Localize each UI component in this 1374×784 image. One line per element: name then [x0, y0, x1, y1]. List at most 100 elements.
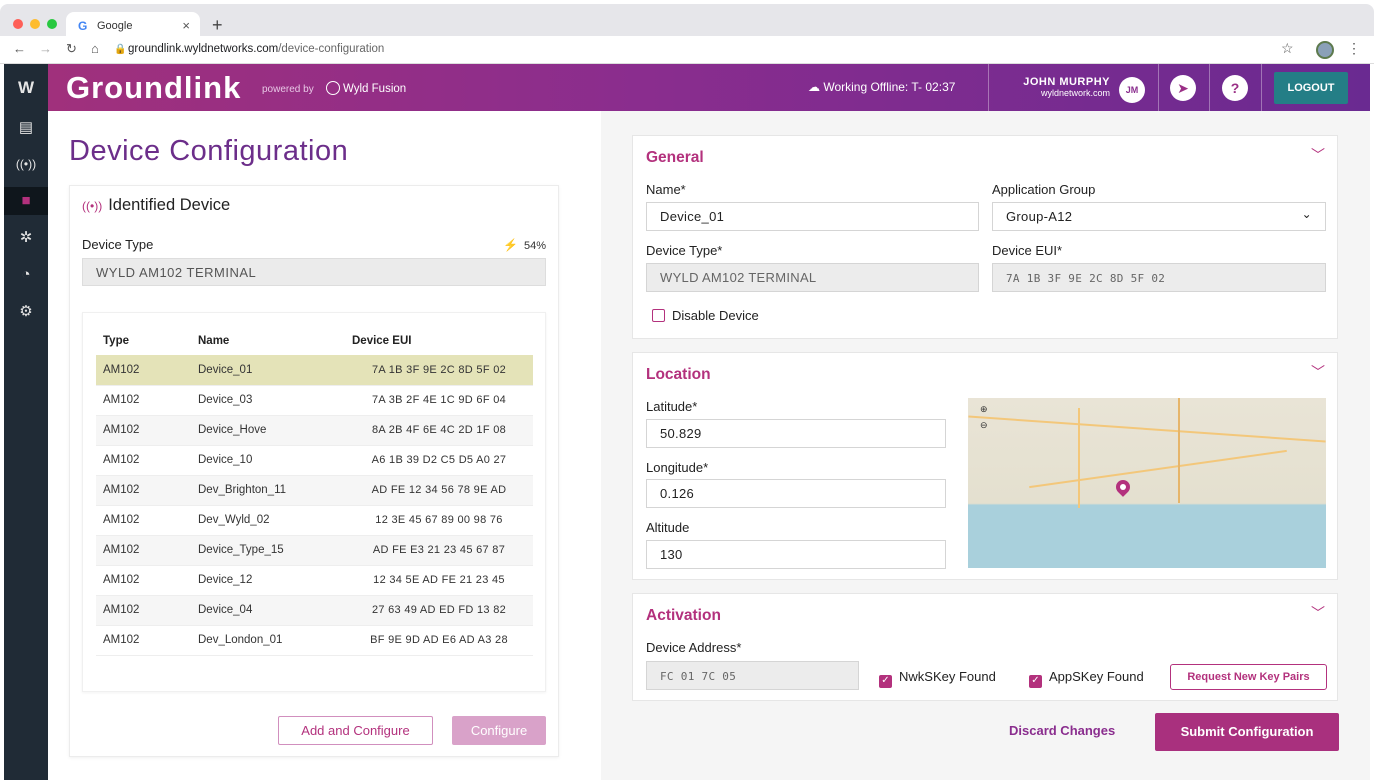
submit-configuration-button[interactable]: Submit Configuration	[1155, 713, 1339, 751]
user-domain: wyldnetwork.com	[1040, 88, 1110, 98]
minimize-window-icon[interactable]	[30, 19, 40, 29]
cell-name: Device_10	[191, 445, 345, 476]
logout-button[interactable]: LOGOUT	[1274, 72, 1348, 104]
url-host: groundlink.wyldnetworks.com	[128, 43, 279, 55]
antenna-icon[interactable]: ((•))	[15, 157, 37, 171]
map-road	[968, 415, 1326, 443]
add-and-configure-button[interactable]: Add and Configure	[278, 716, 433, 745]
name-input[interactable]: Device_01	[646, 202, 979, 231]
help-icon[interactable]: ?	[1222, 75, 1248, 101]
location-map[interactable]: ⊕ ⊖	[968, 398, 1326, 568]
table-row[interactable]: AM102 Device_04 27 63 49 AD ED FD 13 82	[96, 595, 533, 626]
user-avatar[interactable]: JM	[1119, 77, 1145, 103]
address-bar[interactable]: groundlink.wyldnetworks.com/device-confi…	[128, 43, 384, 55]
forward-icon[interactable]: →	[39, 41, 52, 56]
table-row[interactable]: AM102 Device_Hove 8A 2B 4F 6E 4C 2D 1F 08	[96, 415, 533, 446]
new-tab-icon[interactable]: +	[212, 15, 223, 35]
checkbox-unchecked-icon[interactable]	[652, 309, 665, 322]
table-row[interactable]: AM102 Device_03 7A 3B 2F 4E 1C 9D 6F 04	[96, 385, 533, 416]
application-group-value: Group-A12	[1006, 209, 1073, 224]
configure-button[interactable]: Configure	[452, 716, 546, 745]
cell-name: Dev_Brighton_11	[191, 475, 345, 506]
application-group-select[interactable]: Group-A12 ⌄	[992, 202, 1326, 231]
cell-name: Device_Hove	[191, 415, 345, 446]
cell-eui: 7A 3B 2F 4E 1C 9D 6F 04	[345, 385, 533, 416]
powered-by-label: powered by	[262, 84, 314, 95]
browser-tab-bar: G Google × +	[0, 4, 1374, 40]
battery-charging-icon: ⚡	[503, 238, 518, 252]
disable-device-checkbox[interactable]: Disable Device	[652, 308, 759, 323]
altitude-input[interactable]: 130	[646, 540, 946, 569]
cell-type: AM102	[96, 505, 191, 536]
checkbox-checked-icon[interactable]: ✓	[879, 675, 892, 688]
longitude-label: Longitude*	[646, 460, 709, 475]
request-new-key-pairs-button[interactable]: Request New Key Pairs	[1170, 664, 1327, 690]
close-tab-icon[interactable]: ×	[182, 18, 190, 33]
table-row[interactable]: AM102 Device_Type_15 AD FE E3 21 23 45 67 …	[96, 535, 533, 566]
appskey-found-checkbox[interactable]: ✓ AppSKey Found	[1029, 669, 1144, 688]
cell-type: AM102	[96, 565, 191, 596]
table-row[interactable]: AM102 Dev_London_01 BF 9E 9D AD E6 AD A3 2…	[96, 625, 533, 656]
cell-name: Device_01	[191, 355, 345, 386]
cell-name: Device_12	[191, 565, 345, 596]
column-header-eui[interactable]: Device EUI	[352, 335, 412, 347]
activation-section: Activation ﹀ Device Address* FC 01 7C 05…	[632, 593, 1338, 701]
discard-changes-button[interactable]: Discard Changes	[1009, 723, 1116, 738]
settings-gear-icon[interactable]: ⚙	[19, 303, 33, 320]
device-eui-label: Device EUI*	[992, 243, 1063, 258]
chevron-down-icon[interactable]: ﹀	[1311, 364, 1325, 380]
chevron-down-icon[interactable]: ﹀	[1311, 605, 1325, 621]
cell-type: AM102	[96, 475, 191, 506]
chevron-down-icon[interactable]: ﹀	[1311, 147, 1325, 163]
profile-avatar-icon[interactable]	[1316, 41, 1334, 59]
maximize-window-icon[interactable]	[47, 19, 57, 29]
battery-status: ⚡ 54%	[503, 238, 546, 252]
map-road	[1178, 398, 1180, 503]
table-row[interactable]: AM102 Dev_Brighton_11 AD FE 12 34 56 78 9E…	[96, 475, 533, 506]
network-icon[interactable]: ✲	[19, 229, 33, 246]
brand-name: Groundlink	[66, 70, 242, 105]
device-config-icon[interactable]: ■	[4, 187, 48, 215]
dashboard-icon[interactable]: ▤	[18, 119, 34, 136]
user-name: JOHN MURPHY	[1023, 76, 1110, 88]
home-icon[interactable]: ⌂	[91, 41, 99, 56]
url-path: /device-configuration	[278, 43, 385, 55]
google-favicon-icon: G	[78, 19, 88, 33]
device-type-label: Device Type	[82, 237, 154, 252]
zoom-out-icon[interactable]: ⊖	[980, 420, 988, 430]
nwkskey-found-checkbox[interactable]: ✓ NwkSKey Found	[879, 669, 996, 688]
browser-menu-icon[interactable]: ⋮	[1347, 40, 1361, 56]
column-header-name[interactable]: Name	[198, 335, 230, 347]
header-divider	[1209, 64, 1210, 111]
reload-icon[interactable]: ↻	[66, 41, 77, 56]
cell-name: Device_Type_15	[191, 535, 345, 566]
wyld-logo-icon[interactable]: W	[17, 78, 35, 97]
zoom-in-icon[interactable]: ⊕	[980, 404, 988, 414]
table-row[interactable]: AM102 Device_10 A6 1B 39 D2 C5 D5 A0 27	[96, 445, 533, 476]
table-row[interactable]: AM102 Dev_Wyld_02 12 3E 45 67 89 00 98 76	[96, 505, 533, 536]
back-icon[interactable]: ←	[13, 41, 26, 56]
notifications-icon[interactable]: ➤	[1170, 75, 1196, 101]
header-divider	[1261, 64, 1262, 111]
close-window-icon[interactable]	[13, 19, 23, 29]
wyld-fusion-icon	[326, 81, 340, 95]
analytics-icon[interactable]: ◔	[21, 266, 31, 283]
appskey-found-label: AppSKey Found	[1049, 669, 1144, 684]
table-row[interactable]: AM102 Device_12 12 34 5E AD FE 21 23 45	[96, 565, 533, 596]
configuration-pane: General ﹀ Name* Device_01 Application Gr…	[601, 111, 1370, 780]
cell-name: Dev_Wyld_02	[191, 505, 345, 536]
card-title-text: Identified Device	[108, 196, 231, 214]
device-type-field: WYLD AM102 TERMINAL	[82, 258, 546, 286]
latitude-input[interactable]: 50.829	[646, 419, 946, 448]
map-pin-icon[interactable]	[1113, 477, 1133, 497]
bookmark-star-icon[interactable]: ☆	[1281, 40, 1294, 56]
application-group-label: Application Group	[992, 182, 1096, 197]
cell-type: AM102	[96, 355, 191, 386]
column-header-type[interactable]: Type	[103, 335, 129, 347]
user-info[interactable]: JOHN MURPHY wyldnetwork.com	[992, 76, 1110, 98]
map-road	[1029, 449, 1287, 489]
checkbox-checked-icon[interactable]: ✓	[1029, 675, 1042, 688]
longitude-input[interactable]: 0.126	[646, 479, 946, 508]
table-row[interactable]: AM102 Device_01 7A 1B 3F 9E 2C 8D 5F 02	[96, 355, 533, 386]
browser-tab[interactable]: G Google ×	[66, 12, 200, 40]
